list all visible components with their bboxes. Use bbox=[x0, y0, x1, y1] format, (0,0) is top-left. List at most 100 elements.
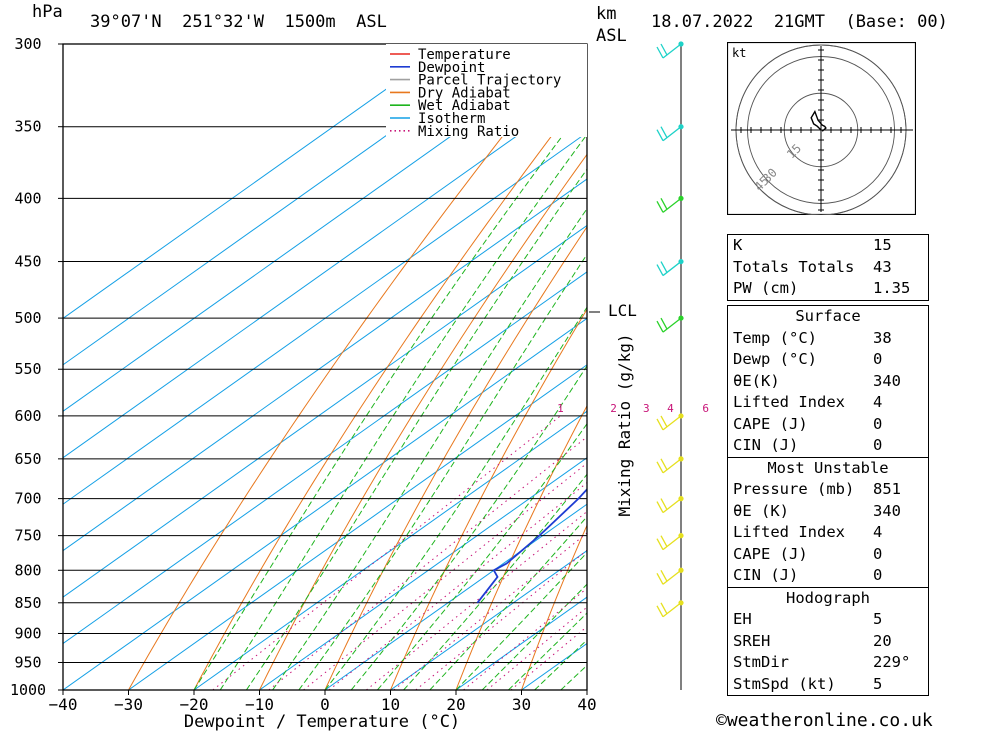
surface-row: Dewp (°C) 0 bbox=[728, 349, 928, 371]
pressure-tick-label: 1000 bbox=[10, 681, 46, 699]
temperature-tick-label: −30 bbox=[114, 695, 143, 714]
most-unstable-key: Pressure (mb) bbox=[733, 480, 855, 498]
mixing-ratio-line bbox=[303, 462, 587, 690]
hodograph-stats-row: StmSpd (kt) 5 bbox=[728, 674, 928, 696]
wet-adiabat-line bbox=[272, 207, 587, 690]
pressure-tick-label: 800 bbox=[14, 561, 41, 579]
isotherm-line bbox=[63, 178, 587, 552]
isotherm-line bbox=[63, 85, 587, 459]
isotherm-line bbox=[324, 503, 587, 690]
hodograph-stats-key: StmSpd (kt) bbox=[733, 674, 836, 693]
legend-label: Isotherm bbox=[418, 111, 485, 127]
wind-barb bbox=[656, 569, 682, 585]
mixing-ratio-line bbox=[268, 436, 587, 690]
location-title: 39°07'N 251°32'W 1500m ASL bbox=[90, 12, 387, 32]
surface-key: Dewp (°C) bbox=[733, 350, 817, 368]
dry-adiabat-line bbox=[521, 524, 587, 690]
wet-adiabat-line bbox=[429, 515, 587, 690]
pressure-tick-label: 300 bbox=[14, 35, 41, 53]
index-value: 1.35 bbox=[873, 279, 911, 297]
most-unstable-key: CAPE (J) bbox=[733, 544, 808, 563]
isotherm-line bbox=[128, 364, 587, 690]
wind-barb bbox=[656, 261, 682, 277]
wind-barb bbox=[656, 197, 682, 213]
hodograph-stats-row: SREH 20 bbox=[728, 631, 928, 653]
surface-value: 4 bbox=[873, 393, 883, 411]
height-unit-asl: ASL bbox=[596, 26, 627, 46]
mixing-ratio-label: 4 bbox=[667, 402, 674, 415]
surface-key: CIN (J) bbox=[733, 436, 799, 454]
surface-row: CAPE (J) 0 bbox=[728, 414, 928, 436]
mixing-ratio-label: 2 bbox=[610, 402, 617, 415]
pressure-tick-label: 850 bbox=[14, 594, 41, 612]
isotherm-line bbox=[63, 317, 587, 690]
hodograph-stats-key: EH bbox=[733, 610, 752, 628]
pressure-tick-label: 900 bbox=[14, 624, 41, 642]
surface-key: Lifted Index bbox=[733, 393, 845, 411]
surface-key: CAPE (J) bbox=[733, 414, 808, 433]
mixing-ratio-label: 3 bbox=[643, 402, 650, 415]
most-unstable-row: θE (K) 340 bbox=[728, 501, 928, 523]
dry-adiabat-line bbox=[324, 225, 587, 690]
pressure-tick-label: 400 bbox=[14, 189, 41, 207]
footer-credit[interactable]: ©weatheronline.co.uk bbox=[716, 710, 933, 731]
most-unstable-value: 0 bbox=[873, 544, 883, 563]
wet-adiabat-line bbox=[219, 133, 587, 690]
temperature-tick-label: −20 bbox=[180, 695, 209, 714]
surface-row: Lifted Index 4 bbox=[728, 392, 928, 414]
surface-value: 0 bbox=[873, 436, 883, 454]
index-value: 15 bbox=[873, 236, 892, 254]
pressure-unit-label: hPa bbox=[32, 2, 63, 22]
wet-adiabat-line bbox=[455, 551, 587, 690]
wind-barb bbox=[656, 458, 682, 474]
lcl-label: LCL bbox=[608, 301, 637, 320]
mixing-ratio-axis-title: Mixing Ratio (g/kg) bbox=[615, 333, 634, 516]
temperature-tick-label: 10 bbox=[381, 695, 400, 714]
wind-barb bbox=[656, 535, 682, 551]
most-unstable-key: Lifted Index bbox=[733, 523, 845, 541]
temperature-tick-label: −10 bbox=[245, 695, 274, 714]
dry-adiabat-line bbox=[259, 153, 587, 690]
wind-barb bbox=[656, 602, 682, 618]
legend-label: Wet Adiabat bbox=[418, 98, 511, 114]
temperature-tick-label: 20 bbox=[446, 695, 465, 714]
hodograph-stats-key: StmDir bbox=[733, 653, 789, 671]
surface-key: Temp (°C) bbox=[733, 328, 817, 347]
temperature-tick-label: 40 bbox=[577, 695, 596, 714]
datetime-title: 18.07.2022 21GMT (Base: 00) bbox=[651, 12, 948, 32]
surface-value: 340 bbox=[873, 371, 901, 390]
surface-row: θE(K) 340 bbox=[728, 371, 928, 393]
pressure-tick-label: 750 bbox=[14, 527, 41, 545]
legend-label: Mixing Ratio bbox=[418, 124, 519, 140]
hodograph-stats-value: 5 bbox=[873, 610, 883, 628]
wet-adiabat-line bbox=[298, 253, 587, 690]
dewpoint-profile bbox=[476, 487, 587, 604]
hodograph-trace bbox=[810, 110, 827, 132]
wind-barb bbox=[656, 498, 682, 514]
wet-adiabat-line bbox=[508, 612, 587, 690]
legend-label: Parcel Trajectory bbox=[418, 73, 561, 89]
wet-adiabat-line bbox=[324, 306, 587, 690]
index-row: PW (cm) 1.35 bbox=[728, 278, 928, 300]
indices-panel: K 15 Totals Totals 43 PW (cm) 1.35 bbox=[727, 234, 929, 301]
isotherm-line bbox=[259, 457, 587, 690]
isotherm-line bbox=[63, 44, 582, 412]
surface-title: Surface bbox=[795, 307, 861, 325]
mixing-ratio-label: 1 bbox=[557, 402, 564, 415]
isotherm-line bbox=[63, 224, 587, 598]
dry-adiabat-line bbox=[128, 44, 577, 690]
height-unit-km: km bbox=[596, 4, 617, 24]
isotherm-line bbox=[63, 131, 587, 505]
dry-adiabat-line bbox=[980, 44, 1000, 690]
temperature-tick-label: 0 bbox=[320, 695, 330, 714]
hodograph-stats-title: Hodograph bbox=[786, 588, 870, 607]
surface-row: CIN (J) 0 bbox=[728, 435, 928, 457]
most-unstable-value: 851 bbox=[873, 480, 901, 498]
pressure-tick-label: 600 bbox=[14, 407, 41, 425]
isotherm-line bbox=[63, 44, 516, 366]
legend-label: Dewpoint bbox=[418, 60, 485, 76]
most-unstable-row: Pressure (mb) 851 bbox=[728, 479, 928, 501]
most-unstable-value: 340 bbox=[873, 501, 901, 520]
hodograph-stats-row: StmDir 229° bbox=[728, 652, 928, 674]
